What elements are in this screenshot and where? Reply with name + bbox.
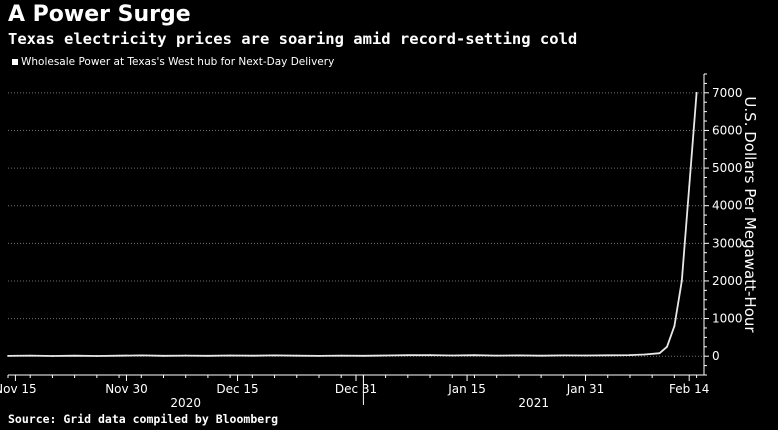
data-point: [666, 345, 668, 348]
data-point: [695, 91, 698, 94]
data-point: [540, 354, 543, 357]
data-point: [29, 354, 32, 357]
year-label: 2021: [518, 396, 549, 410]
x-tick-label: Dec 15: [216, 382, 258, 396]
source-note: Source: Grid data compiled by Bloomberg: [8, 412, 279, 426]
x-tick-label: Nov 30: [105, 382, 148, 396]
data-point: [229, 354, 232, 357]
data-point: [362, 354, 365, 357]
y-tick-label: 5000: [712, 161, 743, 175]
legend-swatch: [12, 59, 18, 65]
data-point: [495, 354, 498, 357]
data-point: [429, 354, 431, 356]
data-point: [162, 354, 165, 357]
chart-legend: Wholesale Power at Texas's West hub for …: [12, 55, 334, 69]
y-axis-label: U.S. Dollars Per Megawatt-Hour: [741, 96, 759, 333]
data-point: [95, 355, 98, 357]
data-point: [73, 354, 76, 357]
y-tick-label: 6000: [712, 123, 743, 137]
x-tick-label: Jan 31: [566, 382, 605, 396]
y-tick-label: 7000: [712, 86, 743, 100]
data-point: [517, 354, 520, 357]
series-line: [7, 92, 698, 357]
data-point: [340, 354, 343, 357]
data-point: [562, 354, 565, 357]
data-point: [673, 325, 676, 327]
data-point: [606, 354, 609, 357]
data-point: [251, 354, 254, 357]
gridlines: [8, 92, 704, 357]
series-layer: [7, 91, 698, 357]
data-point: [643, 353, 646, 356]
data-point: [295, 354, 298, 357]
y-tick-label: 1000: [712, 312, 743, 326]
data-point: [658, 352, 661, 355]
x-tick-label: Dec 31: [335, 382, 377, 396]
data-point: [273, 354, 276, 357]
data-point: [207, 354, 209, 357]
year-label: 2020: [170, 396, 201, 410]
data-point: [473, 354, 476, 357]
y-tick-label: 3000: [712, 236, 743, 250]
data-point: [140, 354, 143, 357]
chart-title: A Power Surge: [8, 2, 191, 27]
data-point: [451, 354, 454, 357]
data-point: [318, 354, 320, 357]
x-tick-label: Feb 14: [669, 382, 709, 396]
axes: 0 1000 2000 3000 4000 5000 6000 7000 Nov 15 Nov 3…: [0, 73, 759, 410]
x-tick-label: Jan 15: [447, 382, 486, 396]
data-point: [406, 354, 409, 357]
y-tick-label: 4000: [712, 199, 743, 213]
legend-label: Wholesale Power at Texas's West hub for …: [21, 56, 335, 68]
data-point: [629, 354, 631, 356]
data-point: [680, 280, 683, 282]
data-point: [584, 354, 587, 357]
x-tick-label: Nov 15: [0, 382, 37, 396]
data-point: [688, 185, 691, 188]
data-point: [7, 354, 9, 357]
data-point: [184, 354, 187, 357]
chart-subtitle: Texas electricity prices are soaring ami…: [8, 30, 578, 48]
y-tick-label: 0: [712, 349, 720, 363]
data-point: [118, 354, 120, 357]
data-point: [51, 355, 54, 357]
data-point: [384, 354, 387, 357]
y-tick-label: 2000: [712, 274, 743, 288]
